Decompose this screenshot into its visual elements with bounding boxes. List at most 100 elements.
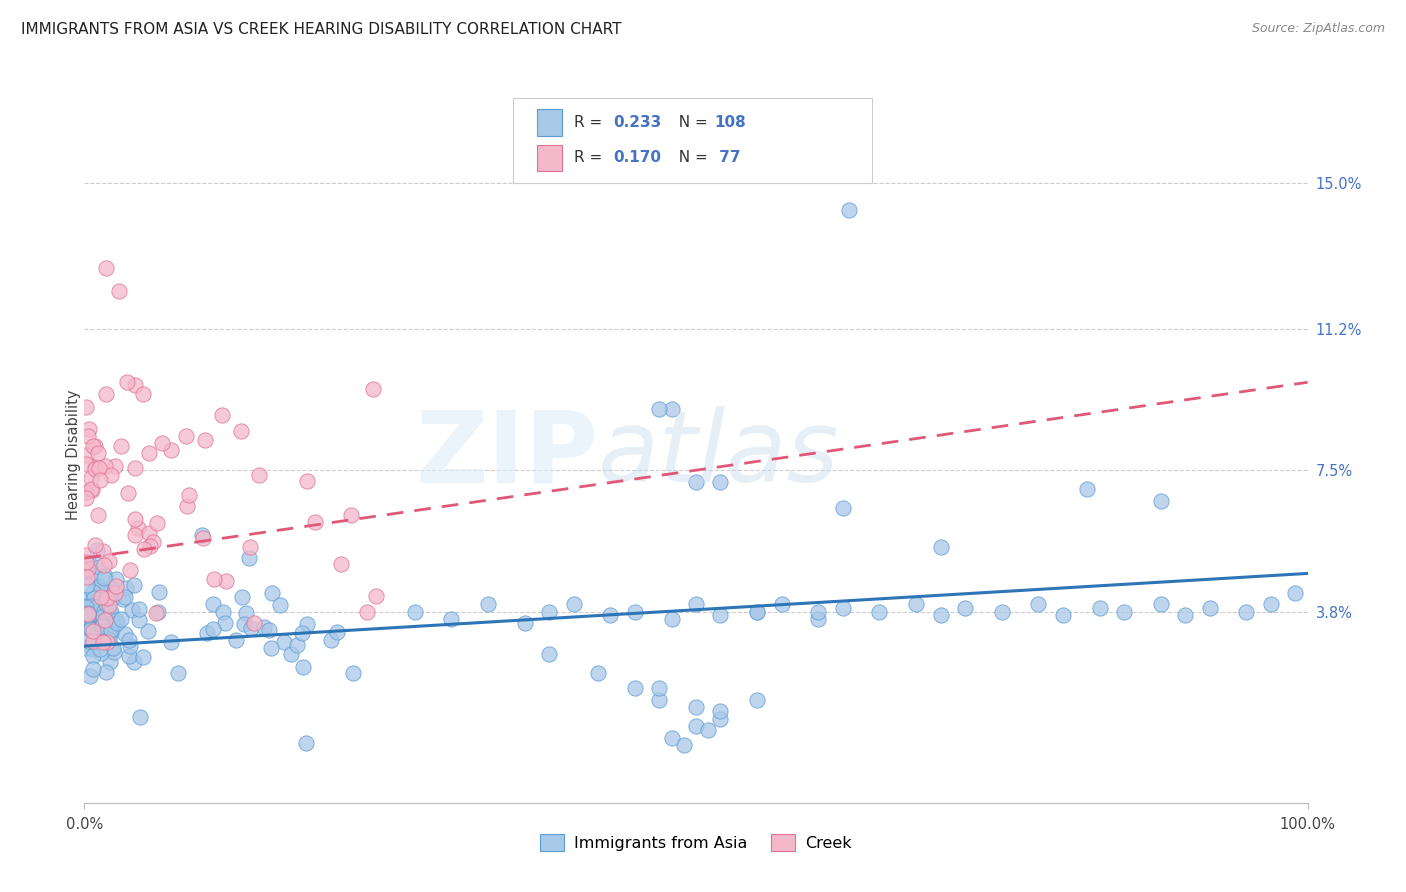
- Point: [98, 599, 121, 613]
- Point: [90, 619, 112, 633]
- Point: [1114, 605, 1136, 619]
- Point: [280, 648, 302, 662]
- Point: [661, 612, 683, 626]
- Point: [285, 638, 308, 652]
- Point: [111, 592, 134, 607]
- Point: [356, 605, 378, 619]
- Point: [831, 600, 853, 615]
- Point: [304, 516, 326, 530]
- Point: [91, 543, 114, 558]
- Point: [79, 471, 101, 485]
- Point: [115, 376, 138, 390]
- Point: [905, 597, 928, 611]
- Point: [94, 591, 117, 606]
- Point: [84, 605, 107, 619]
- Text: R =: R =: [574, 115, 607, 129]
- Point: [114, 627, 136, 641]
- Point: [76, 578, 98, 592]
- Point: [624, 605, 647, 619]
- Point: [295, 474, 318, 488]
- Point: [104, 585, 127, 599]
- Point: [79, 669, 101, 683]
- Point: [94, 459, 117, 474]
- Point: [807, 612, 830, 626]
- Point: [124, 528, 146, 542]
- Point: [648, 681, 671, 695]
- Point: [91, 618, 114, 632]
- Point: [110, 439, 132, 453]
- Point: [538, 647, 561, 661]
- Point: [273, 635, 295, 649]
- Point: [87, 560, 110, 574]
- Point: [83, 591, 105, 605]
- Point: [326, 625, 349, 640]
- Point: [179, 487, 201, 501]
- Point: [76, 593, 98, 607]
- Point: [75, 641, 97, 656]
- Point: [101, 591, 124, 605]
- Point: [586, 665, 609, 680]
- Point: [709, 712, 731, 726]
- Point: [562, 597, 585, 611]
- Point: [132, 386, 155, 401]
- Point: [243, 616, 266, 631]
- Point: [100, 605, 122, 619]
- Point: [75, 484, 97, 499]
- Point: [90, 646, 112, 660]
- Point: [94, 627, 117, 641]
- Point: [80, 641, 103, 656]
- Point: [122, 655, 145, 669]
- Point: [838, 203, 860, 218]
- Point: [240, 621, 263, 635]
- Point: [262, 586, 284, 600]
- Point: [118, 648, 141, 663]
- Point: [96, 591, 118, 606]
- Point: [82, 585, 104, 599]
- Point: [75, 491, 97, 506]
- Point: [75, 457, 97, 471]
- Point: [98, 604, 121, 618]
- Point: [77, 606, 100, 620]
- Point: [232, 616, 254, 631]
- Point: [139, 539, 162, 553]
- Point: [75, 555, 97, 569]
- Point: [86, 615, 108, 630]
- Point: [685, 597, 707, 611]
- Point: [110, 612, 132, 626]
- Point: [75, 564, 97, 578]
- Text: 0.233: 0.233: [613, 115, 661, 129]
- Point: [86, 607, 108, 622]
- Point: [364, 589, 387, 603]
- Point: [128, 614, 150, 628]
- Point: [128, 601, 150, 615]
- Point: [231, 424, 253, 438]
- Point: [93, 604, 115, 618]
- Point: [89, 473, 111, 487]
- Point: [929, 608, 952, 623]
- Point: [76, 429, 98, 443]
- Point: [194, 434, 217, 448]
- Point: [160, 634, 183, 648]
- Point: [77, 608, 100, 623]
- Point: [599, 608, 621, 623]
- Point: [105, 572, 128, 586]
- Point: [215, 574, 238, 588]
- Point: [747, 692, 769, 706]
- Point: [1052, 608, 1074, 623]
- Point: [231, 590, 253, 604]
- Point: [101, 618, 124, 632]
- Point: [80, 621, 103, 635]
- Point: [105, 615, 128, 630]
- Point: [94, 584, 117, 599]
- Point: [239, 540, 262, 554]
- Point: [513, 616, 536, 631]
- Point: [84, 439, 107, 453]
- Point: [291, 660, 314, 674]
- Point: [77, 562, 100, 576]
- Point: [89, 461, 111, 475]
- Point: [89, 641, 111, 656]
- Point: [79, 622, 101, 636]
- Point: [747, 605, 769, 619]
- Point: [80, 595, 103, 609]
- Point: [1260, 597, 1282, 611]
